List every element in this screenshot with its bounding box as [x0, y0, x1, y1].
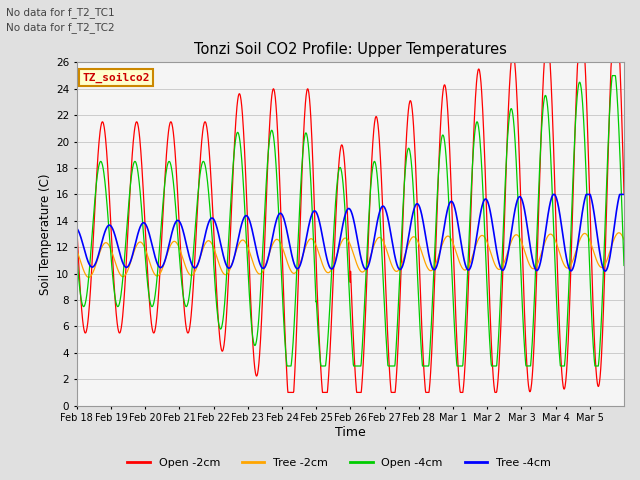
Tree -2cm [620, 237, 628, 242]
Text: TZ_soilco2: TZ_soilco2 [83, 72, 150, 83]
Tree -2cm [83, 274, 91, 279]
Legend: Open -2cm, Tree -2cm, Open -4cm, Tree -4cm: Open -2cm, Tree -2cm, Open -4cm, Tree -4… [123, 453, 556, 472]
Open -2cm [83, 325, 91, 331]
Line: Tree -4cm: Tree -4cm [77, 194, 624, 271]
Text: No data for f_T2_TC2: No data for f_T2_TC2 [6, 22, 115, 33]
Tree -2cm [451, 244, 458, 250]
Y-axis label: Soil Temperature (C): Soil Temperature (C) [39, 173, 52, 295]
Open -4cm [321, 363, 328, 369]
Open -2cm [586, 187, 593, 193]
Open -4cm [73, 253, 81, 259]
Tree -4cm [550, 192, 557, 197]
Open -4cm [585, 251, 593, 256]
Open -2cm [284, 390, 292, 396]
Open -2cm [353, 390, 361, 396]
Line: Tree -2cm: Tree -2cm [77, 233, 624, 277]
Tree -4cm [585, 192, 593, 197]
Tree -2cm [73, 247, 81, 253]
Open -2cm [321, 390, 328, 396]
Tree -4cm [73, 226, 81, 231]
Open -2cm [73, 225, 81, 230]
Tree -2cm [321, 266, 328, 272]
Open -2cm [620, 190, 628, 196]
Tree -2cm [171, 239, 179, 244]
Title: Tonzi Soil CO2 Profile: Upper Temperatures: Tonzi Soil CO2 Profile: Upper Temperatur… [194, 42, 507, 57]
Tree -4cm [620, 192, 628, 197]
Tree -2cm [615, 230, 623, 236]
Tree -4cm [353, 233, 360, 239]
Line: Open -4cm: Open -4cm [77, 75, 624, 366]
Open -4cm [609, 72, 616, 78]
Open -4cm [171, 193, 179, 199]
Tree -4cm [83, 256, 91, 262]
Open -4cm [451, 321, 458, 326]
Open -4cm [83, 290, 91, 296]
Open -4cm [620, 263, 628, 268]
Line: Open -2cm: Open -2cm [77, 62, 624, 393]
Open -4cm [353, 363, 361, 369]
Tree -4cm [171, 221, 179, 227]
Open -4cm [284, 363, 291, 369]
Tree -2cm [585, 236, 593, 241]
Tree -2cm [85, 275, 93, 280]
Open -2cm [171, 144, 179, 150]
Open -2cm [451, 273, 458, 278]
Open -2cm [508, 60, 515, 65]
Tree -4cm [450, 202, 458, 208]
Tree -4cm [321, 243, 328, 249]
Tree -4cm [602, 268, 609, 274]
Text: No data for f_T2_TC1: No data for f_T2_TC1 [6, 7, 115, 18]
X-axis label: Time: Time [335, 426, 366, 439]
Tree -2cm [353, 262, 361, 267]
